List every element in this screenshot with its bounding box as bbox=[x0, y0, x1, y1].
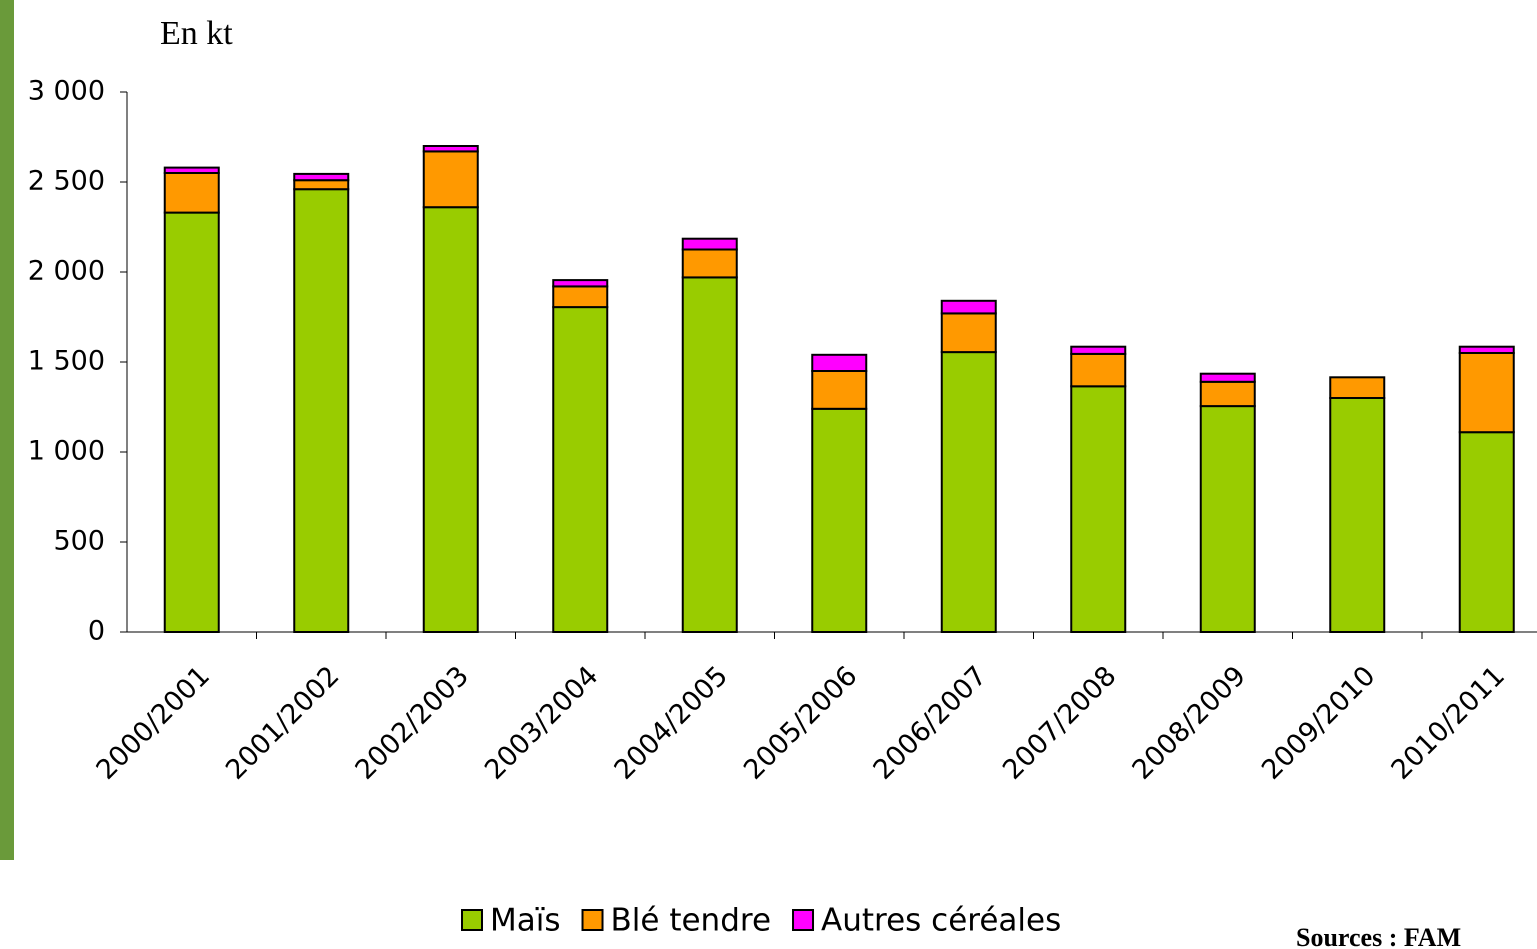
bar-segment bbox=[424, 151, 478, 207]
bar-segment bbox=[1460, 347, 1514, 353]
y-tick-label: 1 500 bbox=[28, 346, 105, 377]
bar-segment bbox=[553, 280, 607, 286]
x-tick-label: 2005/2006 bbox=[738, 660, 864, 786]
bar-segment bbox=[683, 277, 737, 632]
x-tick-label: 2003/2004 bbox=[479, 660, 605, 786]
legend-label: Autres céréales bbox=[821, 903, 1061, 939]
x-tick-label: 2006/2007 bbox=[867, 660, 993, 786]
y-tick-label: 1 000 bbox=[28, 436, 105, 467]
x-tick-label: 2008/2009 bbox=[1126, 660, 1252, 786]
bar-segment bbox=[683, 250, 737, 278]
bar-segment bbox=[294, 189, 348, 632]
bar-segment bbox=[1330, 377, 1384, 398]
bar-segment bbox=[942, 352, 996, 632]
legend-label: Maïs bbox=[490, 903, 561, 939]
bar-segment bbox=[1071, 386, 1125, 632]
decorative-strip bbox=[0, 0, 14, 860]
legend-swatch bbox=[793, 910, 813, 930]
bar-segment bbox=[1201, 382, 1255, 406]
bar-segment bbox=[1071, 347, 1125, 354]
x-tick-label: 2007/2008 bbox=[997, 660, 1123, 786]
bar-segment bbox=[1330, 398, 1384, 632]
bar-segment bbox=[1201, 374, 1255, 382]
chart: En kt Sources : FAM 0 500 1 000 1 500 2 000 2… bbox=[0, 0, 1537, 949]
x-tick-label: 2009/2010 bbox=[1256, 660, 1382, 786]
y-tick-label: 3 000 bbox=[28, 76, 105, 107]
y-tick-label: 0 bbox=[88, 616, 105, 647]
bar-segment bbox=[1071, 354, 1125, 386]
bar-segment bbox=[942, 313, 996, 352]
legend-swatch bbox=[583, 910, 603, 930]
bar-segment bbox=[1201, 406, 1255, 632]
bar-segment bbox=[165, 168, 219, 173]
bar-segment bbox=[812, 409, 866, 632]
bar-segment bbox=[294, 174, 348, 180]
bar-segment bbox=[683, 239, 737, 250]
y-tick-label: 2 000 bbox=[28, 256, 105, 287]
bar-segment bbox=[424, 207, 478, 632]
x-tick-label: 2001/2002 bbox=[220, 660, 346, 786]
x-tick-label: 2004/2005 bbox=[608, 660, 734, 786]
x-tick-label: 2010/2011 bbox=[1385, 660, 1511, 786]
legend-label: Blé tendre bbox=[611, 903, 772, 939]
bar-segment bbox=[553, 286, 607, 307]
y-tick-label: 500 bbox=[53, 526, 105, 557]
bar-segment bbox=[165, 173, 219, 213]
bar-segment bbox=[424, 146, 478, 151]
bar-segment bbox=[294, 180, 348, 189]
y-tick-label: 2 500 bbox=[28, 166, 105, 197]
x-tick-label: 2002/2003 bbox=[349, 660, 475, 786]
bar-segment bbox=[812, 355, 866, 371]
bar-segment bbox=[1460, 353, 1514, 432]
x-tick-label: 2000/2001 bbox=[90, 660, 216, 786]
legend-swatch bbox=[462, 910, 482, 930]
bar-segment bbox=[942, 301, 996, 314]
bar-segment bbox=[165, 213, 219, 632]
source: Sources : FAM bbox=[1296, 923, 1461, 949]
bar-segment bbox=[1460, 432, 1514, 632]
bar-segment bbox=[553, 307, 607, 632]
chart-title: En kt bbox=[160, 15, 233, 52]
bar-segment bbox=[812, 371, 866, 409]
